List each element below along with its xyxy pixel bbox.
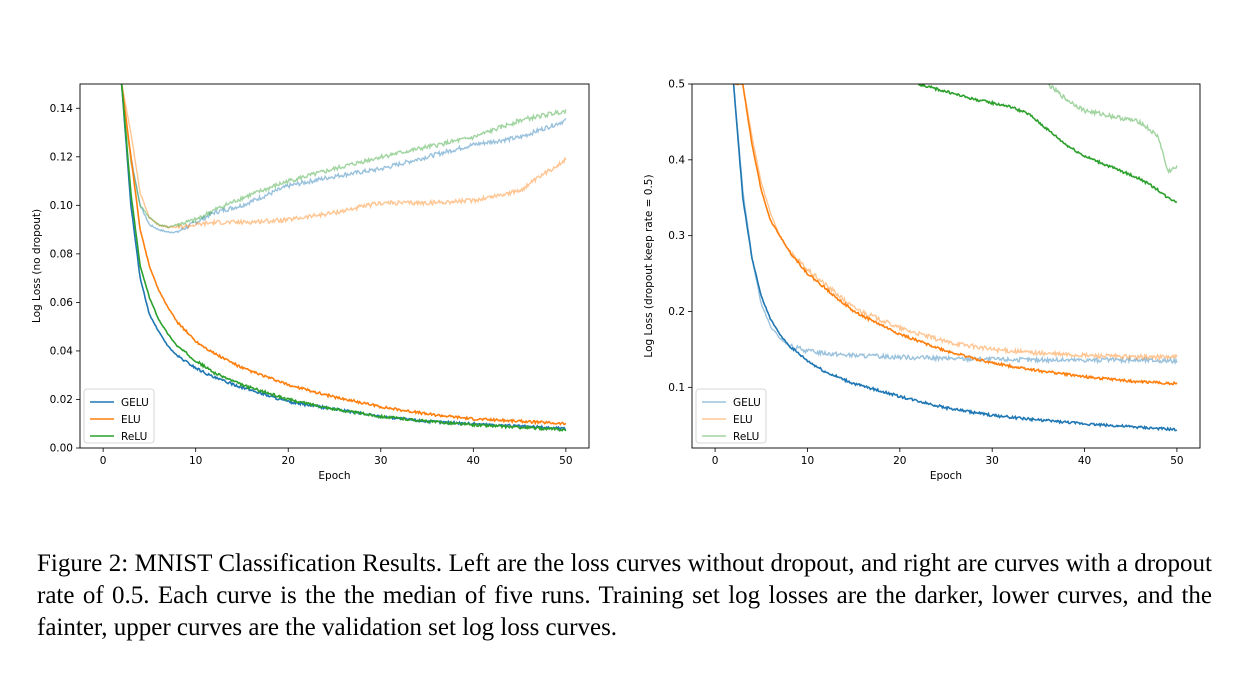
x-tick-label: 30 (985, 455, 998, 467)
series-line-elu-validation (120, 84, 567, 230)
series-line-relu-train (917, 84, 1178, 204)
x-tick-label: 20 (282, 455, 295, 467)
series-line-relu-train (120, 84, 567, 432)
x-axis-label: Epoch (930, 470, 962, 482)
legend-label-elu: ELU (121, 414, 141, 426)
legend: GELU ELU ReLU (83, 388, 155, 444)
legend-label-gelu: GELU (121, 397, 149, 409)
x-tick-label: 50 (1170, 455, 1183, 467)
legend-label-elu: ELU (733, 414, 753, 426)
series-line-elu-validation (733, 84, 1178, 362)
y-tick-label: 0.3 (668, 230, 685, 242)
y-tick-label: 0.14 (50, 103, 74, 115)
x-tick-label: 0 (712, 455, 719, 467)
chart-panel-2: 0 10 20 30 40 50 0.1 0.2 0.3 0.4 0.5 Epoch Log Loss … (643, 79, 1201, 482)
series-line-elu-train (120, 84, 567, 426)
x-tick-label: 50 (559, 455, 572, 467)
y-tick-label: 0.00 (50, 443, 73, 455)
plot-frame (691, 83, 1201, 449)
y-tick-label: 0.12 (50, 151, 73, 163)
x-tick-label: 0 (100, 455, 107, 467)
x-tick-label: 20 (893, 455, 906, 467)
legend-box (695, 388, 767, 444)
x-tick-label: 10 (801, 455, 814, 467)
y-tick-label: 0.06 (50, 297, 74, 309)
legend-label-relu: ReLU (733, 431, 759, 443)
chart-panel-1: 0 10 20 30 40 50 0.00 0.02 0.04 0.06 0.08 0.10 0.12 0… (31, 83, 590, 482)
x-tick-label: 30 (374, 455, 387, 467)
y-tick-label: 0.5 (668, 79, 685, 91)
y-tick-label: 0.2 (668, 306, 685, 318)
series-line-elu-train (733, 84, 1178, 386)
plot-frame (79, 83, 590, 449)
y-tick-label: 0.4 (668, 154, 685, 166)
series-line-relu-validation (1047, 84, 1178, 175)
x-tick-label: 10 (189, 455, 202, 467)
y-tick-label: 0.1 (668, 382, 685, 394)
legend-label-relu: ReLU (121, 431, 147, 443)
y-tick-label: 0.04 (50, 345, 74, 357)
x-tick-label: 40 (1078, 455, 1091, 467)
figure-caption: Figure 2: MNIST Classification Results. … (37, 550, 1212, 641)
y-tick-label: 0.02 (50, 394, 73, 406)
series-line-gelu-validation (732, 84, 1178, 366)
series-line-relu-validation (120, 84, 567, 229)
y-tick-label: 0.08 (50, 248, 73, 260)
y-axis-label: Log Loss (dropout keep rate = 0.5) (643, 174, 655, 357)
figure-canvas: 0 10 20 30 40 500.000.020.040.060.080.100.120… (31, 79, 1201, 482)
series-line-gelu-validation (120, 84, 567, 234)
series-line-gelu-train (732, 84, 1178, 432)
legend-label-gelu: GELU (733, 397, 761, 409)
series-line-gelu-train (120, 84, 567, 431)
y-tick-label: 0.10 (50, 200, 73, 212)
legend: GELU ELU ReLU (695, 388, 767, 444)
x-tick-label: 40 (467, 455, 480, 467)
x-axis-label: Epoch (318, 470, 350, 482)
y-axis-label: Log Loss (no dropout) (31, 209, 43, 323)
